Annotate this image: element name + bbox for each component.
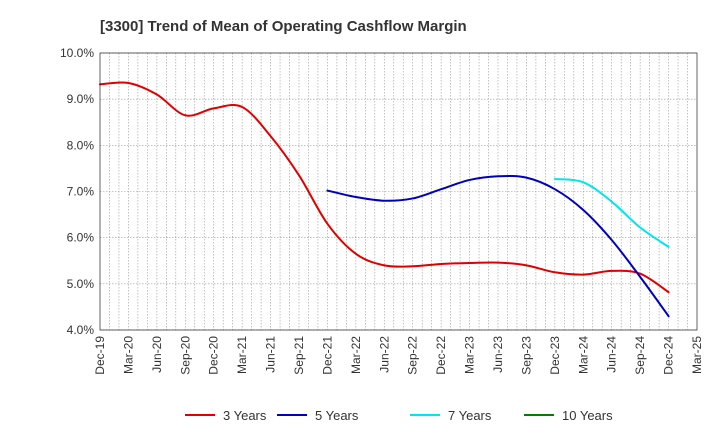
chart-title: [3300] Trend of Mean of Operating Cashfl… [100, 18, 467, 35]
series-lines [99, 81, 670, 318]
x-tick-label: Mar-25 [690, 336, 704, 374]
x-tick-label: Sep-22 [406, 336, 420, 375]
x-tick-label: Dec-23 [548, 336, 562, 375]
series-line-2 [326, 174, 670, 318]
x-tick-label: Dec-19 [93, 336, 107, 375]
x-tick-label: Sep-21 [292, 336, 306, 375]
x-tick-label: Jun-23 [491, 336, 505, 373]
legend: 3 Years 5 Years 7 Years 10 Years [185, 408, 613, 423]
x-tick-label: Jun-24 [605, 336, 619, 373]
y-axis-ticks: 4.0% 5.0% 6.0% 7.0% 8.0% 9.0% 10.0% [60, 46, 94, 337]
x-tick-label: Jun-21 [264, 336, 278, 373]
x-tick-label: Jun-22 [377, 336, 391, 373]
y-tick-label: 7.0% [67, 185, 95, 199]
legend-label: 7 Years [448, 408, 492, 423]
plot-frame [99, 52, 698, 331]
series-line-3 [553, 178, 670, 248]
x-axis-ticks: Dec-19 Mar-20 Jun-20 Sep-20 Dec-20 Mar-21 Jun-… [93, 336, 704, 375]
x-tick-label: Mar-23 [463, 336, 477, 374]
x-tick-label: Dec-20 [207, 336, 221, 375]
x-tick-label: Mar-21 [235, 336, 249, 374]
y-tick-label: 8.0% [67, 138, 95, 152]
legend-label: 5 Years [315, 408, 359, 423]
x-tick-label: Mar-24 [576, 336, 590, 374]
y-tick-label: 10.0% [60, 46, 94, 60]
x-tick-label: Dec-22 [434, 336, 448, 375]
y-tick-label: 5.0% [67, 277, 95, 291]
y-tick-label: 6.0% [67, 231, 95, 245]
series-line-1 [99, 81, 670, 294]
legend-label: 10 Years [562, 408, 613, 423]
x-tick-label: Jun-20 [150, 336, 164, 373]
x-tick-label: Sep-24 [633, 336, 647, 375]
y-tick-label: 9.0% [67, 92, 95, 106]
y-tick-label: 4.0% [67, 323, 95, 337]
legend-label: 3 Years [223, 408, 267, 423]
x-tick-label: Dec-21 [320, 336, 334, 375]
x-tick-label: Mar-20 [121, 336, 135, 374]
x-tick-label: Sep-23 [519, 336, 533, 375]
x-tick-label: Sep-20 [178, 336, 192, 375]
x-tick-label: Dec-24 [662, 336, 676, 375]
x-tick-label: Mar-22 [349, 336, 363, 374]
